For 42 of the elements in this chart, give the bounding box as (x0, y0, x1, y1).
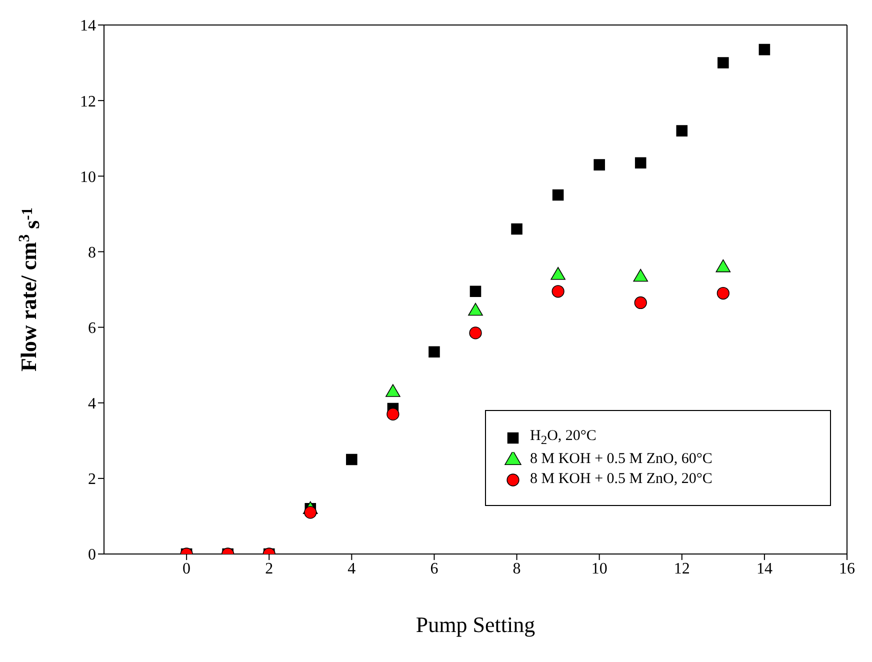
x-tick-label: 12 (674, 560, 690, 578)
x-tick-label: 0 (182, 560, 191, 578)
y-tick-label: 14 (80, 18, 96, 35)
point (552, 189, 564, 201)
legend-label: H$_{2}$O, 20°C (530, 428, 596, 448)
point (634, 157, 646, 169)
x-tick-label: 16 (839, 560, 855, 578)
point (511, 223, 522, 235)
x-tick-label: 6 (430, 560, 438, 578)
point (346, 454, 358, 466)
point (758, 44, 770, 56)
point (716, 259, 731, 272)
point (550, 266, 566, 280)
y-tick-label: 8 (88, 244, 96, 262)
y-tick-label: 2 (88, 471, 96, 488)
point (386, 408, 400, 420)
legend-label: 8 M KOH + 0.5 M ZnO, 60°C (530, 451, 712, 468)
y-tick-label: 10 (80, 168, 96, 186)
point (386, 384, 400, 397)
point (718, 57, 729, 68)
y-tick-label: 12 (80, 93, 96, 110)
point (634, 296, 647, 310)
point (676, 125, 688, 136)
point (304, 506, 317, 519)
x-tick-label: 2 (265, 560, 274, 578)
point (468, 302, 483, 316)
x-tick-label: 10 (591, 560, 608, 578)
x-tick-label: 14 (756, 560, 772, 578)
point (428, 346, 440, 358)
point (552, 285, 564, 298)
point (716, 286, 730, 300)
point (633, 268, 648, 282)
x-tick-label: 4 (348, 560, 356, 578)
x-axis-title: Pump Setting (416, 612, 536, 637)
x-tick-label: 8 (512, 560, 521, 578)
y-tick-label: 0 (88, 546, 96, 564)
legend-label: 8 M KOH + 0.5 M ZnO, 20°C (530, 471, 712, 488)
point (594, 159, 605, 170)
point (470, 286, 482, 298)
y-tick-label: 4 (88, 396, 96, 413)
y-tick-label: 6 (88, 320, 96, 337)
point (469, 326, 482, 340)
